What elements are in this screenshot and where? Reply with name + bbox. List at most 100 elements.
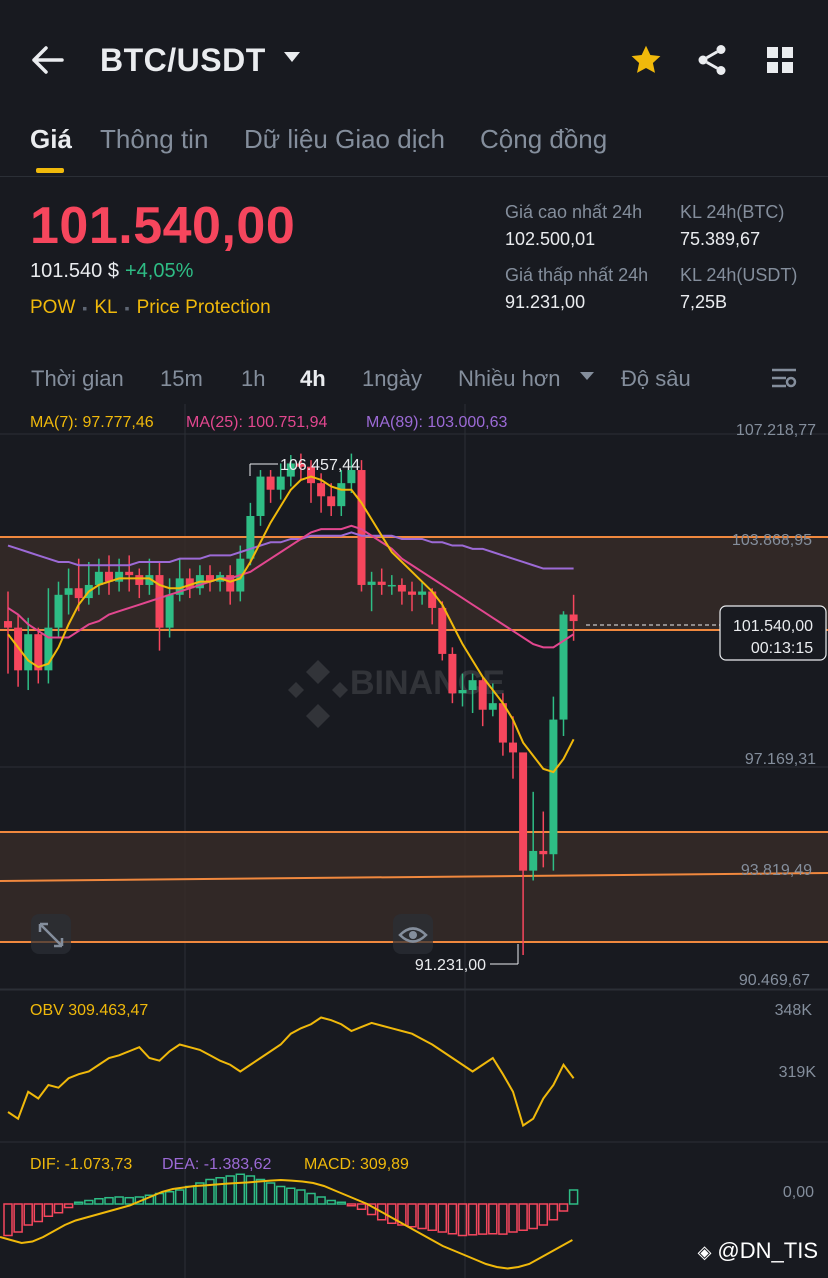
- macd-bar: [447, 1203, 458, 1235]
- last-price: 101.540,00: [30, 197, 296, 255]
- candle: [448, 647, 457, 704]
- fullscreen-icon[interactable]: [31, 914, 71, 954]
- candle: [135, 568, 144, 599]
- tag-row: POW ▪ KL ▪ Price Protection: [30, 297, 271, 318]
- macd-bar: [508, 1203, 518, 1233]
- ma7-legend: MA(7): 97.777,46: [30, 414, 154, 431]
- macd-bar: [488, 1203, 498, 1235]
- ma25-line: [7, 524, 575, 649]
- tf-15m[interactable]: 15m: [160, 366, 203, 391]
- grid-icon[interactable]: [764, 44, 796, 76]
- candle: [519, 752, 528, 955]
- star-icon[interactable]: [628, 42, 664, 78]
- candle: [64, 568, 73, 615]
- macd-bar: [568, 1189, 579, 1205]
- stat-low-label: Giá thấp nhất 24h: [505, 265, 649, 285]
- candle: [327, 483, 336, 516]
- macd-bar: [397, 1203, 407, 1226]
- candle: [367, 571, 376, 612]
- tag-pow[interactable]: POW: [30, 297, 76, 318]
- candle: [468, 673, 477, 714]
- tab-trading-data[interactable]: Dữ liệu Giao dịch: [244, 124, 445, 154]
- tf-more[interactable]: Nhiều hơn: [458, 366, 561, 391]
- tf-depth[interactable]: Độ sâu: [621, 366, 691, 391]
- macd-bar: [336, 1201, 347, 1205]
- ma7-line: [7, 475, 575, 774]
- chevron-down-icon[interactable]: [580, 372, 594, 380]
- tab-community[interactable]: Cộng đồng: [480, 124, 608, 154]
- stat-vol-usdt-label: KL 24h(USDT): [680, 265, 798, 285]
- macd-bar: [498, 1203, 508, 1235]
- price-axis-label: 93.819,49: [741, 862, 812, 879]
- tag-kl[interactable]: KL: [94, 297, 118, 318]
- min-price-label: 91.231,00: [415, 957, 486, 974]
- candle: [44, 588, 53, 684]
- macd-bar: [548, 1203, 559, 1221]
- tab-info[interactable]: Thông tin: [100, 124, 209, 154]
- candle: [4, 591, 12, 674]
- candle: [226, 565, 235, 605]
- candle: [569, 594, 578, 641]
- chart-settings-icon[interactable]: [770, 364, 798, 398]
- candle: [539, 811, 548, 868]
- macd-bar: [346, 1203, 357, 1207]
- candle: [549, 696, 558, 871]
- tag-price-protection[interactable]: Price Protection: [136, 297, 271, 318]
- current-price-box[interactable]: [719, 605, 827, 661]
- candle: [246, 502, 255, 566]
- tf-4h[interactable]: 4h: [300, 366, 326, 391]
- candle: [458, 673, 467, 707]
- price-chart[interactable]: BINANCE MA(7): 97.777,46 MA(25): 100.751…: [0, 404, 828, 1278]
- tab-price[interactable]: Giá: [30, 124, 72, 154]
- share-icon[interactable]: [694, 42, 730, 78]
- candle: [105, 555, 113, 595]
- candle: [206, 565, 214, 592]
- candle: [266, 470, 275, 503]
- candle: [185, 568, 194, 599]
- macd-bar: [558, 1203, 569, 1212]
- stat-vol-btc-value: 75.389,67: [680, 229, 761, 249]
- macd-bar: [63, 1203, 74, 1209]
- dea-legend: DEA: -1.383,62: [162, 1156, 272, 1173]
- obv-axis-label: 348K: [775, 1002, 813, 1019]
- macd-bar: [457, 1203, 468, 1237]
- macd-bar: [296, 1189, 306, 1205]
- candle: [478, 676, 487, 727]
- tf-1d[interactable]: 1ngày: [362, 366, 422, 391]
- candle: [276, 463, 285, 500]
- candle: [418, 581, 427, 605]
- macd-bar: [13, 1203, 23, 1233]
- macd-bar: [124, 1196, 134, 1205]
- candle: [438, 601, 447, 661]
- active-tab-indicator: [36, 168, 64, 173]
- macd-bar: [205, 1178, 215, 1205]
- max-price-label: 106.457,44: [280, 457, 360, 474]
- pair-title[interactable]: BTC/USDT: [100, 42, 266, 78]
- macd-bar: [467, 1203, 478, 1236]
- macd-bar: [437, 1203, 448, 1233]
- eye-icon[interactable]: [393, 914, 433, 954]
- macd-bar: [265, 1182, 276, 1205]
- tf-time[interactable]: Thời gian: [31, 366, 124, 391]
- macd-bar: [387, 1203, 397, 1224]
- candle: [155, 561, 164, 651]
- macd-bar: [235, 1173, 246, 1205]
- macd-bar: [195, 1182, 205, 1205]
- macd-legend: MACD: 309,89: [304, 1156, 409, 1173]
- obv-legend: OBV 309.463,47: [30, 1002, 148, 1019]
- candle: [408, 581, 416, 612]
- candle: [509, 716, 517, 779]
- macd-bar: [427, 1203, 437, 1231]
- obv-axis-label: 319K: [779, 1064, 817, 1081]
- chevron-down-icon[interactable]: [284, 52, 300, 62]
- candle: [529, 791, 538, 881]
- candle: [286, 455, 295, 487]
- candle-countdown: 00:13:15: [751, 640, 813, 657]
- macd-bar: [164, 1191, 175, 1205]
- price-axis-label: 97.169,31: [745, 751, 816, 768]
- back-arrow-icon[interactable]: [28, 42, 68, 78]
- candle: [347, 453, 356, 494]
- candle: [428, 588, 437, 625]
- tf-1h[interactable]: 1h: [241, 366, 266, 391]
- candle: [145, 558, 154, 595]
